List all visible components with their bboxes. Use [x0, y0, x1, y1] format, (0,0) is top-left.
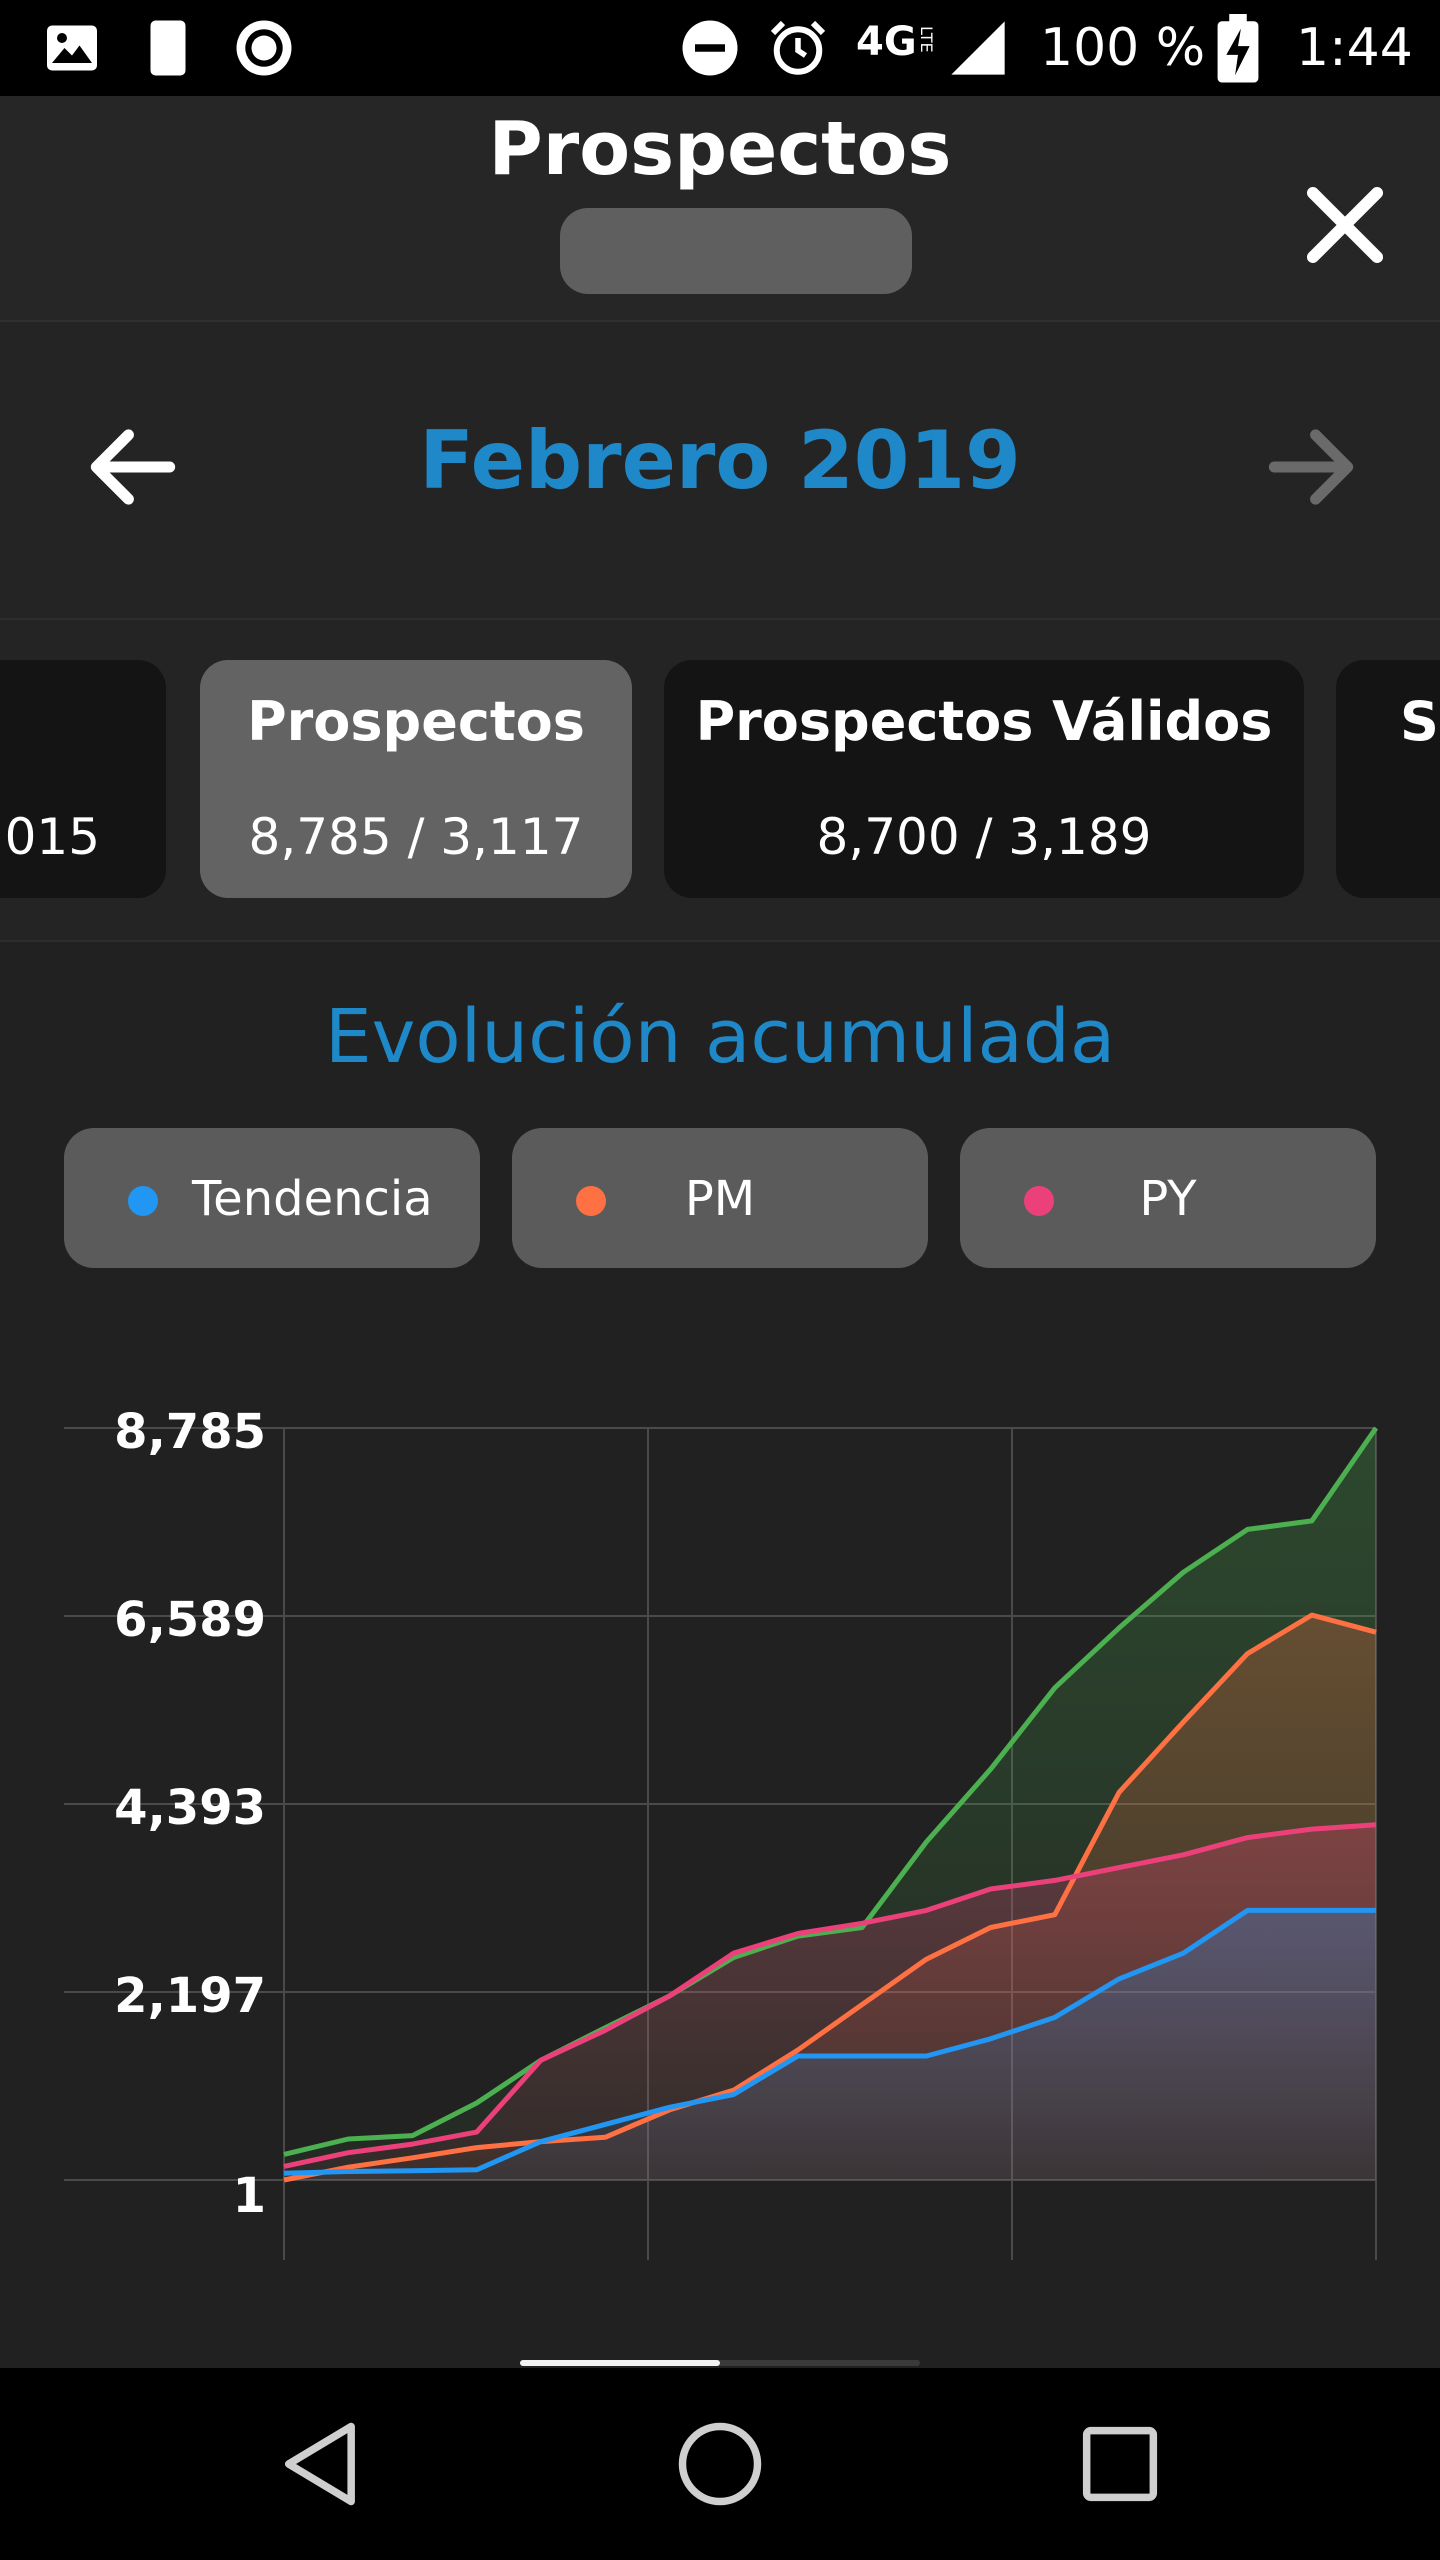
card-title: Prospectos Válidos — [695, 690, 1273, 753]
redacted-subtitle — [560, 208, 912, 294]
card-value: 8,700 / 3,189 — [816, 808, 1152, 866]
y-tick-label: 4,393 — [114, 1780, 266, 1836]
alarm-icon — [770, 20, 826, 75]
image-icon — [47, 25, 97, 71]
chart-title: Evolución acumulada — [324, 994, 1116, 1080]
chart-areas — [284, 1428, 1376, 2180]
card-value: 8,785 / 3,117 — [248, 808, 584, 866]
series-line — [283, 1907, 1376, 2176]
system-nav-bar — [0, 2368, 1440, 2560]
home-icon[interactable] — [670, 2414, 770, 2514]
chart-y-ticks: 8,785 6,589 4,393 2,197 1 — [114, 1404, 266, 2224]
card-value: 5,015 — [0, 808, 100, 866]
legend-label: PY — [1139, 1171, 1197, 1227]
metric-card-prospectos-validos[interactable]: Prospectos Válidos 8,700 / 3,189 — [664, 660, 1304, 898]
record-icon — [236, 20, 292, 76]
series-line — [283, 1612, 1377, 2183]
metric-card[interactable]: Se — [1336, 660, 1440, 898]
series-line — [283, 1822, 1377, 2169]
arrow-right-icon[interactable] — [1256, 412, 1366, 522]
y-tick-label: 2,197 — [114, 1968, 266, 2024]
battery-charging-icon — [1217, 14, 1259, 83]
close-icon[interactable] — [1290, 170, 1400, 280]
month-label: Febrero 2019 — [419, 414, 1021, 507]
series-line — [283, 1426, 1379, 2157]
legend-dot — [1024, 1186, 1054, 1216]
legend-label: Tendencia — [192, 1171, 433, 1227]
app-header: Prospectos — [0, 96, 1440, 322]
battery-percent: 100 % — [1040, 18, 1206, 78]
series-area — [284, 1910, 1376, 2180]
legend-toggle-tendencia[interactable]: Tendencia — [64, 1128, 480, 1268]
y-tick-label: 8,785 — [114, 1404, 266, 1460]
arrow-left-icon[interactable] — [78, 412, 188, 522]
legend-label: PM — [684, 1171, 756, 1227]
legend-dot — [128, 1186, 158, 1216]
legend-dot — [576, 1186, 606, 1216]
legend-toggle-pm[interactable]: PM — [512, 1128, 928, 1268]
chart-lines — [283, 1426, 1379, 2183]
network-type: 4G — [856, 19, 917, 65]
scroll-indicator-track — [520, 2360, 920, 2366]
metric-cards-scroller[interactable]: 5,015 Prospectos 8,785 / 3,117 Prospecto… — [0, 620, 1440, 942]
clock: 1:44 — [1296, 18, 1413, 78]
page-title: Prospectos — [488, 106, 952, 192]
legend-toggle-py[interactable]: PY — [960, 1128, 1376, 1268]
card-title: Prospectos — [247, 690, 585, 753]
status-bar: 4G LTE 100 % 1:44 — [0, 0, 1440, 96]
month-navigator: Febrero 2019 — [0, 322, 1440, 620]
signal-icon — [951, 21, 1005, 75]
scroll-indicator-thumb — [520, 2360, 720, 2366]
back-icon[interactable] — [272, 2414, 372, 2514]
metric-card-prospectos[interactable]: Prospectos 8,785 / 3,117 — [200, 660, 632, 898]
accumulated-evolution-chart: 8,785 6,589 4,393 2,197 1 — [64, 1404, 1379, 2260]
y-tick-label: 1 — [233, 2168, 266, 2224]
card-title: Se — [1400, 690, 1440, 753]
network-subtype: LTE — [917, 26, 936, 53]
dnd-icon — [682, 20, 738, 76]
metric-card[interactable]: 5,015 — [0, 660, 166, 898]
y-tick-label: 6,589 — [114, 1592, 266, 1648]
moon-icon — [150, 20, 186, 76]
recents-icon[interactable] — [1070, 2414, 1170, 2514]
